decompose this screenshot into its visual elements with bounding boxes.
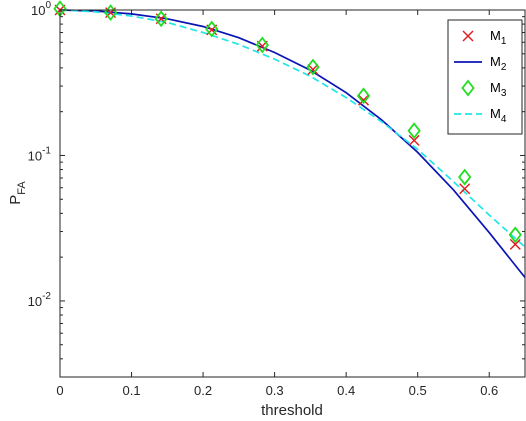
data-point-diamond-marker — [407, 122, 421, 140]
y-tick-label: 100 — [31, 0, 51, 18]
y-tick-base: 10 — [31, 3, 45, 18]
legend-label: M3 — [490, 80, 507, 99]
x-tick-label: 0.5 — [409, 383, 427, 398]
legend-label-subscript: 3 — [501, 88, 507, 99]
legend-item: M1 — [462, 28, 507, 47]
y-tick-label: 10-1 — [28, 145, 52, 163]
plot-area-frame — [59, 9, 526, 378]
x-tick-label: 0 — [56, 383, 63, 398]
legend-label-name: M — [490, 106, 501, 121]
x-tick-label: 0.2 — [194, 383, 212, 398]
legend-label: M4 — [490, 106, 507, 125]
legend-label-name: M — [490, 54, 501, 69]
y-tick-base: 10 — [28, 294, 42, 309]
legend-box — [447, 19, 523, 135]
series-line — [59, 9, 526, 248]
legend-swatch-diamond-marker — [461, 79, 475, 97]
legend-label-subscript: 1 — [501, 36, 507, 47]
series-line — [59, 9, 526, 279]
x-tick-label: 0.4 — [337, 383, 355, 398]
data-point-diamond-marker — [154, 10, 168, 28]
legend-label-subscript: 4 — [501, 114, 507, 125]
data-point-diamond-marker — [458, 168, 472, 186]
series-m2 — [59, 9, 526, 279]
series-layer — [53, 0, 526, 279]
x-tick-label: 0.1 — [122, 383, 140, 398]
data-point-x-marker — [459, 183, 471, 195]
x-axis-title: threshold — [261, 402, 323, 419]
y-axis-title-subscript: FA — [16, 181, 28, 195]
y-tick-exponent: -2 — [42, 291, 51, 302]
legend-label: M1 — [490, 28, 507, 47]
svg-text:PFA: PFA — [7, 181, 28, 205]
y-tick-exponent: 0 — [45, 0, 51, 11]
legend-item: M4 — [454, 106, 507, 125]
y-axis-title: PFA — [7, 181, 28, 205]
data-point-x-marker — [408, 134, 420, 146]
legend-label-name: M — [490, 80, 501, 95]
series-m4 — [59, 9, 526, 248]
y-tick-base: 10 — [28, 148, 42, 163]
data-point-x-marker — [307, 63, 319, 75]
data-point-diamond-marker — [306, 58, 320, 76]
legend-item: M3 — [461, 79, 507, 99]
data-point-x-marker — [358, 94, 370, 106]
legend-label-subscript: 2 — [501, 62, 507, 73]
data-point-diamond-marker — [508, 226, 522, 244]
legend-label: M2 — [490, 54, 507, 73]
data-point-diamond-marker — [255, 36, 269, 54]
legend-label-name: M — [490, 28, 501, 43]
data-point-x-marker — [509, 238, 521, 250]
y-axis-title-base: P — [7, 195, 24, 205]
x-tick-label: 0.6 — [480, 383, 498, 398]
data-point-diamond-marker — [205, 20, 219, 38]
x-tick-label: 0.3 — [266, 383, 284, 398]
data-point-diamond-marker — [356, 87, 371, 105]
legend-swatch-x-marker — [462, 30, 474, 42]
y-tick-label: 10-2 — [28, 291, 52, 309]
y-tick-exponent: -1 — [42, 145, 51, 156]
legend-item: M2 — [454, 54, 507, 73]
